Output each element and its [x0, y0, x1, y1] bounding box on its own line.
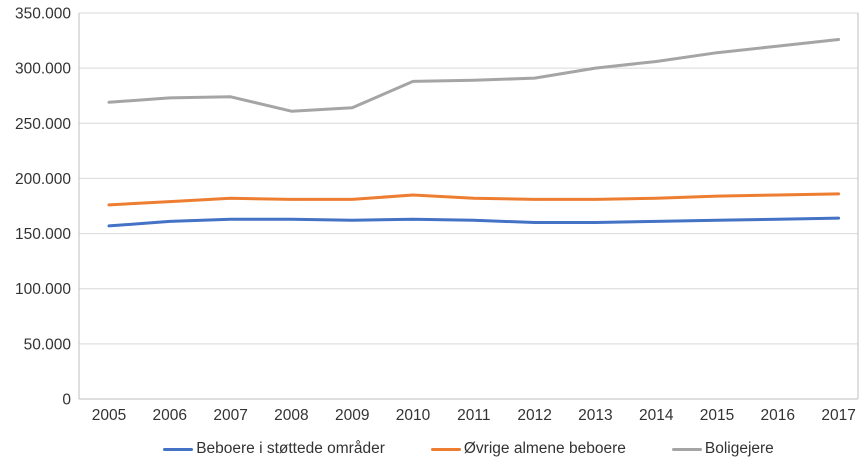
y-axis-tick-label: 200.000 [15, 171, 71, 188]
x-axis-tick-label: 2011 [457, 407, 490, 424]
y-axis-tick-label: 250.000 [15, 116, 71, 133]
x-axis-tick-label: 2016 [761, 407, 795, 424]
x-axis-tick-label: 2010 [396, 407, 431, 424]
y-axis-tick-label: 350.000 [15, 6, 71, 23]
legend-item-beboere-i-stottede-omrader: Beboere i støttede områder [163, 441, 385, 457]
x-axis-tick-label: 2007 [213, 407, 247, 424]
y-axis-tick-label: 0 [62, 392, 71, 409]
legend-label: Øvrige almene beboere [463, 440, 626, 458]
x-axis-tick-label: 2017 [821, 407, 855, 424]
x-axis-tick-label: 2006 [153, 407, 187, 424]
plot-area: 0 50.000 100.000 150.000 200.000 250.000 300.0… [15, 6, 859, 424]
legend-item-ovrige-almene-beboere: Øvrige almene beboere [430, 440, 626, 458]
x-axis-tick-label: 2008 [274, 407, 308, 424]
legend-label: Boligejere [704, 440, 774, 458]
y-axis-tick-label: 150.000 [15, 226, 71, 243]
legend-item-boligejere: Boligejere [671, 440, 774, 458]
x-axis-tick-label: 2012 [517, 407, 551, 424]
series-line-1 [107, 192, 841, 207]
legend-line-swatch-orange [430, 447, 461, 451]
series-line-0 [107, 216, 841, 228]
series-line-2 [107, 38, 841, 113]
legend-line-swatch-gray [671, 447, 702, 451]
y-axis-tick-label: 300.000 [15, 61, 71, 78]
x-axis-tick-label: 2005 [92, 407, 126, 424]
legend-line-swatch-blue [163, 447, 194, 451]
chart-legend: Beboere i støttede områder Øvrige almene… [79, 436, 858, 462]
y-axis-tick-label: 50.000 [24, 336, 72, 353]
x-axis-tick-label: 2009 [335, 407, 369, 424]
x-axis-tick-label: 2014 [639, 407, 674, 424]
x-axis-tick-label: 2015 [700, 407, 734, 424]
x-axis-tick-label: 2013 [578, 407, 612, 424]
y-axis-tick-label: 100.000 [15, 281, 71, 298]
legend-label: Beboere i støttede områder [196, 440, 385, 458]
